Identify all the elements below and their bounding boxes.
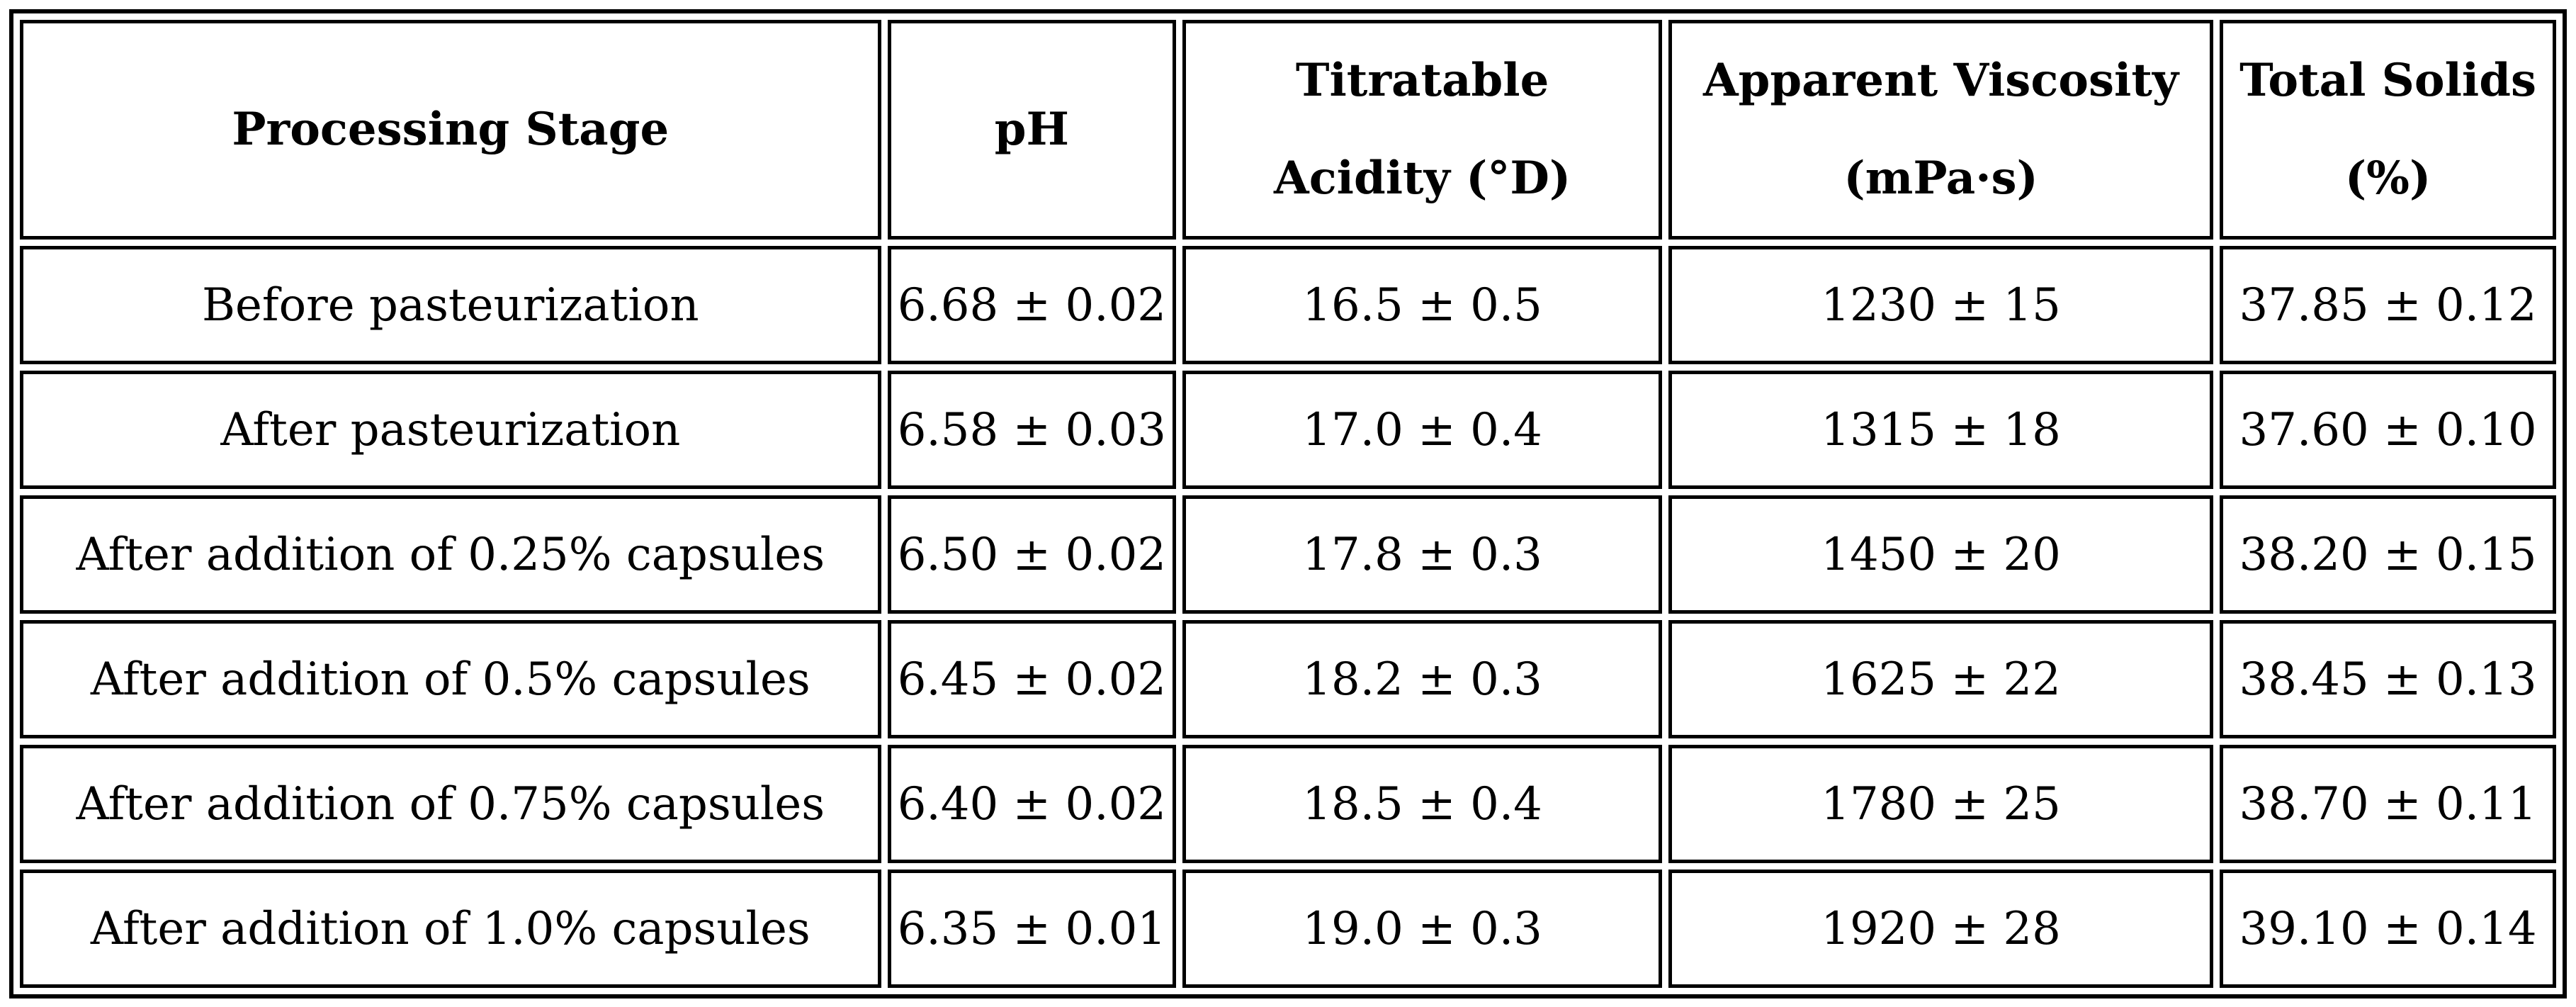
cell-total-solids: 37.60 ± 0.10: [2220, 371, 2556, 489]
header-line: Acidity (°D): [1274, 152, 1571, 205]
header-line: Apparent Viscosity: [1703, 54, 2179, 108]
header-line: Processing Stage: [232, 103, 670, 157]
cell-processing-stage: After addition of 0.75% capsules: [20, 745, 881, 863]
cell-titratable-acidity: 16.5 ± 0.5: [1182, 246, 1663, 364]
column-header-processing-stage: Processing Stage: [20, 20, 881, 240]
table-row: Before pasteurization 6.68 ± 0.02 16.5 ±…: [20, 246, 2556, 364]
header-text-stack: Apparent Viscosity (mPa·s): [1676, 23, 2205, 236]
cell-titratable-acidity: 18.5 ± 0.4: [1182, 745, 1663, 863]
cell-processing-stage: After pasteurization: [20, 371, 881, 489]
cell-apparent-viscosity: 1920 ± 28: [1668, 870, 2214, 988]
header-line: (%): [2344, 152, 2431, 205]
cell-total-solids: 38.20 ± 0.15: [2220, 495, 2556, 614]
cell-total-solids: 38.70 ± 0.11: [2220, 745, 2556, 863]
cell-total-solids: 39.10 ± 0.14: [2220, 870, 2556, 988]
cell-processing-stage: After addition of 0.25% capsules: [20, 495, 881, 614]
header-text-stack: Processing Stage: [28, 23, 874, 236]
cell-processing-stage: Before pasteurization: [20, 246, 881, 364]
header-line: Titratable: [1295, 54, 1549, 108]
measurements-table: Processing Stage pH Titratable Acidity (…: [9, 9, 2567, 998]
table-header-row: Processing Stage pH Titratable Acidity (…: [20, 20, 2556, 240]
table-row: After addition of 0.25% capsules 6.50 ± …: [20, 495, 2556, 614]
cell-ph: 6.50 ± 0.02: [887, 495, 1177, 614]
cell-apparent-viscosity: 1230 ± 15: [1668, 246, 2214, 364]
cell-apparent-viscosity: 1780 ± 25: [1668, 745, 2214, 863]
table-row: After addition of 1.0% capsules 6.35 ± 0…: [20, 870, 2556, 988]
header-line: (mPa·s): [1843, 152, 2038, 205]
cell-titratable-acidity: 19.0 ± 0.3: [1182, 870, 1663, 988]
cell-titratable-acidity: 17.8 ± 0.3: [1182, 495, 1663, 614]
header-text-stack: pH: [896, 23, 1169, 236]
header-line: pH: [994, 103, 1069, 157]
column-header-total-solids: Total Solids (%): [2220, 20, 2556, 240]
cell-processing-stage: After addition of 1.0% capsules: [20, 870, 881, 988]
cell-apparent-viscosity: 1625 ± 22: [1668, 620, 2214, 738]
header-text-stack: Titratable Acidity (°D): [1190, 23, 1654, 236]
table-row: After addition of 0.5% capsules 6.45 ± 0…: [20, 620, 2556, 738]
cell-apparent-viscosity: 1450 ± 20: [1668, 495, 2214, 614]
cell-total-solids: 37.85 ± 0.12: [2220, 246, 2556, 364]
cell-ph: 6.58 ± 0.03: [887, 371, 1177, 489]
cell-ph: 6.35 ± 0.01: [887, 870, 1177, 988]
column-header-ph: pH: [887, 20, 1177, 240]
column-header-titratable-acidity: Titratable Acidity (°D): [1182, 20, 1663, 240]
header-text-stack: Total Solids (%): [2227, 23, 2548, 236]
cell-processing-stage: After addition of 0.5% capsules: [20, 620, 881, 738]
cell-apparent-viscosity: 1315 ± 18: [1668, 371, 2214, 489]
table-row: After pasteurization 6.58 ± 0.03 17.0 ± …: [20, 371, 2556, 489]
cell-ph: 6.40 ± 0.02: [887, 745, 1177, 863]
table-row: After addition of 0.75% capsules 6.40 ± …: [20, 745, 2556, 863]
header-line: Total Solids: [2239, 54, 2536, 108]
column-header-apparent-viscosity: Apparent Viscosity (mPa·s): [1668, 20, 2214, 240]
cell-total-solids: 38.45 ± 0.13: [2220, 620, 2556, 738]
cell-titratable-acidity: 18.2 ± 0.3: [1182, 620, 1663, 738]
cell-ph: 6.45 ± 0.02: [887, 620, 1177, 738]
cell-ph: 6.68 ± 0.02: [887, 246, 1177, 364]
cell-titratable-acidity: 17.0 ± 0.4: [1182, 371, 1663, 489]
